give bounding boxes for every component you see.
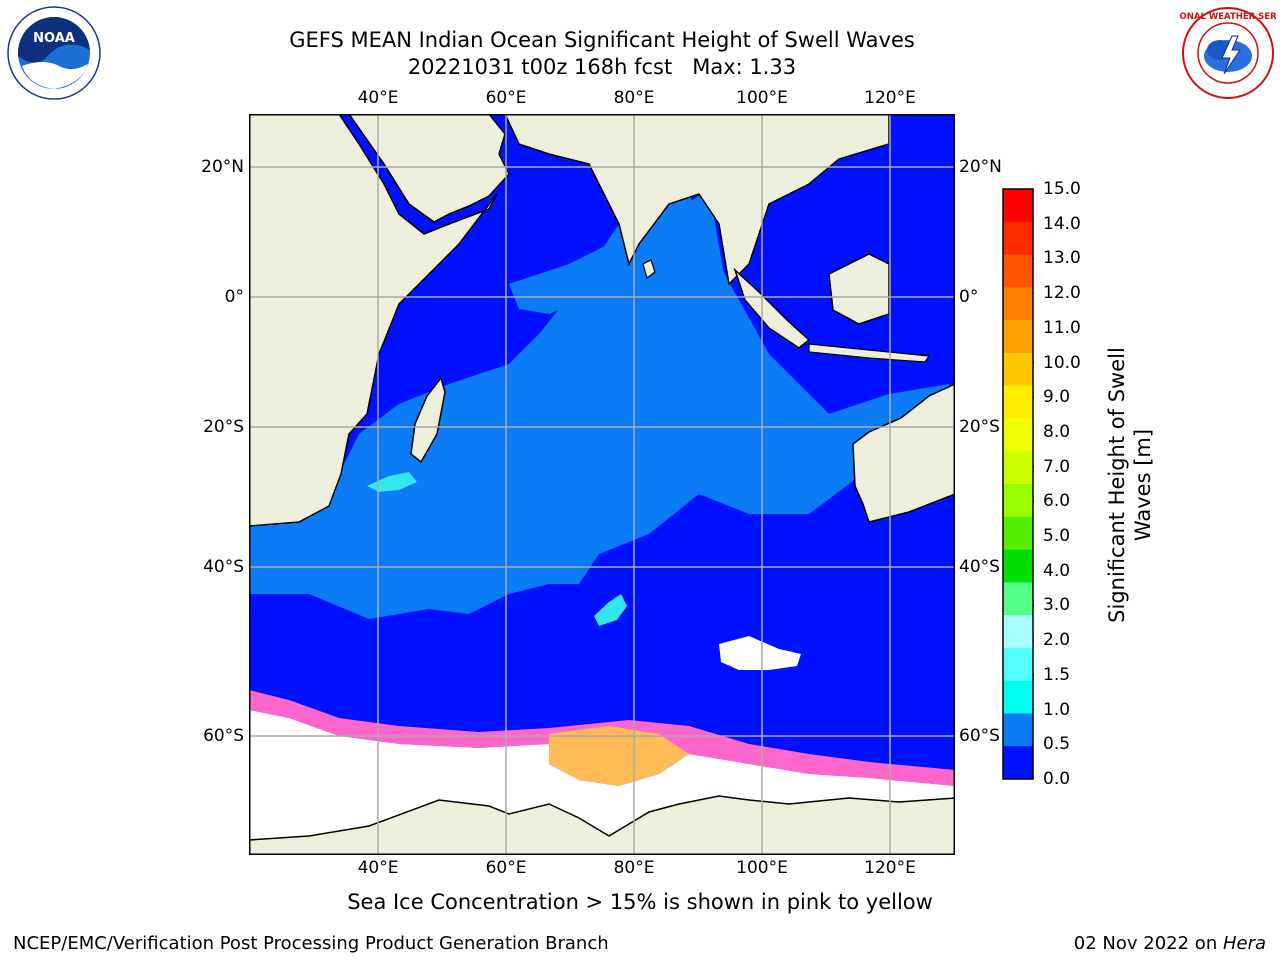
colorbar-bin [1003, 287, 1033, 321]
colorbar-bin [1003, 352, 1033, 387]
colorbar-tick-label: 11.0 [1043, 317, 1081, 338]
no-data-patch [719, 636, 801, 670]
lon-tick-label: 60°E [485, 858, 527, 878]
sri-lanka-land [642, 259, 656, 280]
lat-tick-label: 20°N [201, 157, 244, 177]
lon-tick-label: 40°E [357, 858, 399, 878]
run-date-text: 02 Nov 2022 on [1073, 933, 1223, 954]
colorbar-bin [1003, 615, 1033, 649]
colorbar-tick-label: 13.0 [1043, 248, 1081, 269]
lat-tick-label: 0° [959, 287, 979, 307]
colorbar-bin [1003, 320, 1033, 354]
lon-tick-label: 80°E [613, 858, 655, 878]
colorbar-frame [1002, 188, 1034, 780]
colorbar-tick-label: 14.0 [1043, 213, 1081, 234]
lon-tick-label: 100°E [736, 88, 788, 108]
colorbar-tick-label: 4.0 [1043, 560, 1071, 581]
colorbar-tick-label: 1.0 [1043, 699, 1071, 720]
lat-tick-label: 40°S [203, 557, 244, 577]
colorbar-bin [1003, 189, 1033, 223]
lat-tick-label: 0° [224, 287, 244, 307]
colorbar-bin [1003, 254, 1033, 288]
run-date-credit: 02 Nov 2022 on Hera [1074, 933, 1266, 954]
colorbar-bin [1003, 516, 1033, 551]
colorbar-tick-label: 8.0 [1043, 421, 1071, 442]
colorbar-tick-label: 1.5 [1043, 664, 1071, 685]
madagascar-land [410, 376, 446, 464]
australia-land [852, 383, 954, 523]
colorbar-bin [1003, 549, 1033, 583]
svg-text:NATIONAL WEATHER SERVICE: NATIONAL WEATHER SERVICE [1180, 12, 1276, 22]
colorbar-bin [1003, 385, 1033, 419]
swell-high-patch-west [367, 472, 417, 492]
colorbar-tick-label: 3.0 [1043, 595, 1071, 616]
colorbar-tick-label: 5.0 [1043, 526, 1071, 547]
lat-tick-label: 60°S [959, 726, 1000, 746]
swell-high-patch-south [594, 594, 627, 626]
borneo-land [828, 253, 890, 325]
colorbar-tick-label: 2.0 [1043, 630, 1071, 651]
swell-mid-region [250, 194, 954, 619]
colorbar-tick-label: 0.0 [1043, 769, 1071, 789]
south-asia-land [504, 115, 890, 286]
arabia-land [348, 115, 510, 223]
colorbar-tick-label: 15.0 [1043, 179, 1081, 199]
lon-tick-label: 120°E [864, 858, 916, 878]
sea-ice-footnote: Sea Ice Concentration > 15% is shown in … [347, 890, 933, 914]
chart-subtitle: 20221031 t00z 168h fcst Max: 1.33 [407, 55, 797, 79]
java-land [808, 343, 931, 363]
colorbar-tick-label: 10.0 [1043, 352, 1081, 373]
graticule [250, 115, 954, 854]
swell-mid-tropics [509, 189, 724, 314]
map-panel [249, 114, 955, 855]
lon-tick-label: 120°E [864, 88, 916, 108]
colorbar [1002, 188, 1034, 780]
lat-tick-label: 40°S [959, 557, 1000, 577]
colorbar-bin [1003, 418, 1033, 452]
colorbar-tick-label: 7.0 [1043, 456, 1071, 477]
host-name: Hera [1222, 933, 1266, 954]
lon-tick-label: 100°E [736, 858, 788, 878]
colorbar-tick-label: 0.5 [1043, 734, 1071, 755]
colorbar-bin [1003, 582, 1033, 616]
lon-tick-label: 80°E [613, 88, 655, 108]
lon-tick-label: 40°E [357, 88, 399, 108]
colorbar-bin [1003, 713, 1033, 747]
colorbar-tick-label: 9.0 [1043, 387, 1071, 408]
colorbar-bin [1003, 746, 1033, 780]
nws-logo: NATIONAL WEATHER SERVICE [1180, 7, 1276, 99]
colorbar-bin [1003, 221, 1033, 256]
noaa-logo: NOAA [7, 6, 101, 100]
colorbar-bin [1003, 451, 1033, 485]
africa-land [250, 115, 498, 527]
chart-title: GEFS MEAN Indian Ocean Significant Heigh… [289, 28, 915, 52]
lat-tick-label: 20°S [959, 417, 1000, 437]
colorbar-title: Significant Height of Swell Waves [m] [1105, 347, 1155, 623]
colorbar-bin [1003, 647, 1033, 682]
lat-tick-label: 20°N [959, 157, 1002, 177]
lat-tick-label: 20°S [203, 417, 244, 437]
colorbar-bin [1003, 484, 1033, 518]
antarctica-land [250, 795, 954, 854]
colorbar-bin [1003, 680, 1033, 714]
colorbar-tick-label: 6.0 [1043, 491, 1071, 512]
lon-tick-label: 60°E [485, 88, 527, 108]
sea-ice-core [549, 726, 689, 786]
lat-tick-label: 60°S [203, 726, 244, 746]
map-frame [249, 114, 955, 855]
producer-credit: NCEP/EMC/Verification Post Processing Pr… [13, 933, 609, 954]
svg-text:NOAA: NOAA [33, 31, 75, 46]
colorbar-tick-label: 12.0 [1043, 283, 1081, 304]
